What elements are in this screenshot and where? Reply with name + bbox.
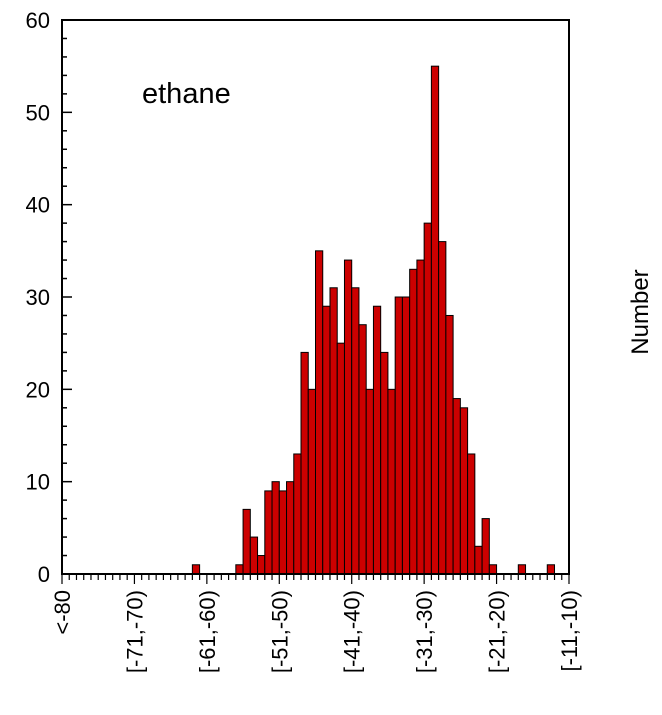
x-tick-label: [-61,-60) (195, 590, 220, 673)
chart-annotation: ethane (142, 78, 231, 110)
histogram-bar (322, 305, 331, 575)
y-tick-label: 10 (26, 470, 50, 495)
histogram-bar (329, 287, 338, 575)
histogram-bar (242, 508, 251, 575)
x-tick-label: <-80 (50, 590, 75, 635)
x-tick-label: [-11,-10) (557, 590, 582, 672)
histogram-bar (249, 536, 259, 575)
ticks-group (61, 19, 570, 584)
y-tick-label: 30 (26, 285, 50, 310)
x-tick-label: [-31,-30) (412, 590, 437, 673)
histogram-bar (394, 296, 403, 575)
bars-group (191, 65, 556, 575)
histogram-bar (365, 388, 374, 575)
y-tick-label: 20 (26, 377, 50, 402)
histogram-bar (387, 388, 396, 575)
histogram-bar (380, 351, 389, 575)
histogram-bar (517, 564, 527, 575)
x-tick-label: [-51,-50) (267, 590, 292, 673)
histogram-bar (293, 453, 302, 575)
histogram-bar (336, 342, 345, 575)
y-tick-label: 60 (26, 8, 50, 33)
y-tick-label: 50 (26, 100, 50, 125)
histogram-bar (401, 296, 411, 575)
tick-labels-group: 0 10 20 30 40 50 60 <-80 [-71,-70) [-61,-60) [-51,… (26, 8, 582, 673)
y-tick-label: 40 (26, 193, 50, 218)
x-tick-label: [-71,-70) (122, 590, 147, 673)
histogram-bar (423, 222, 432, 575)
histogram-bar (257, 555, 266, 575)
y-axis-label: Number (627, 269, 654, 354)
histogram-bar (307, 388, 317, 575)
histogram-bar (459, 407, 469, 575)
histogram-bar (438, 241, 447, 575)
histogram-bar (467, 453, 476, 575)
histogram-bar (264, 490, 273, 575)
histogram-bar (372, 305, 382, 575)
histogram-bar (481, 518, 490, 575)
x-tick-label: [-21,-20) (485, 590, 510, 673)
histogram-bar (286, 481, 295, 575)
histogram-bar (300, 351, 309, 575)
histogram-bar (271, 481, 280, 575)
x-tick-label: [-41,-40) (340, 590, 365, 673)
histogram-bar (278, 490, 288, 575)
histogram-bar (430, 65, 440, 575)
histogram-bar (351, 287, 360, 575)
histogram-bar (343, 259, 353, 575)
histogram-bar (235, 564, 244, 575)
histogram-bar (488, 564, 498, 575)
y-tick-label: 0 (38, 562, 50, 587)
histogram-bar (191, 564, 201, 575)
histogram-bar (474, 545, 483, 575)
histogram-bar (546, 564, 556, 575)
histogram-bar (416, 259, 425, 575)
histogram-bar (315, 250, 324, 575)
histogram-bar (358, 324, 367, 575)
histogram-bar (445, 314, 454, 575)
histogram-bar (452, 398, 461, 575)
histogram-bar (409, 268, 418, 575)
